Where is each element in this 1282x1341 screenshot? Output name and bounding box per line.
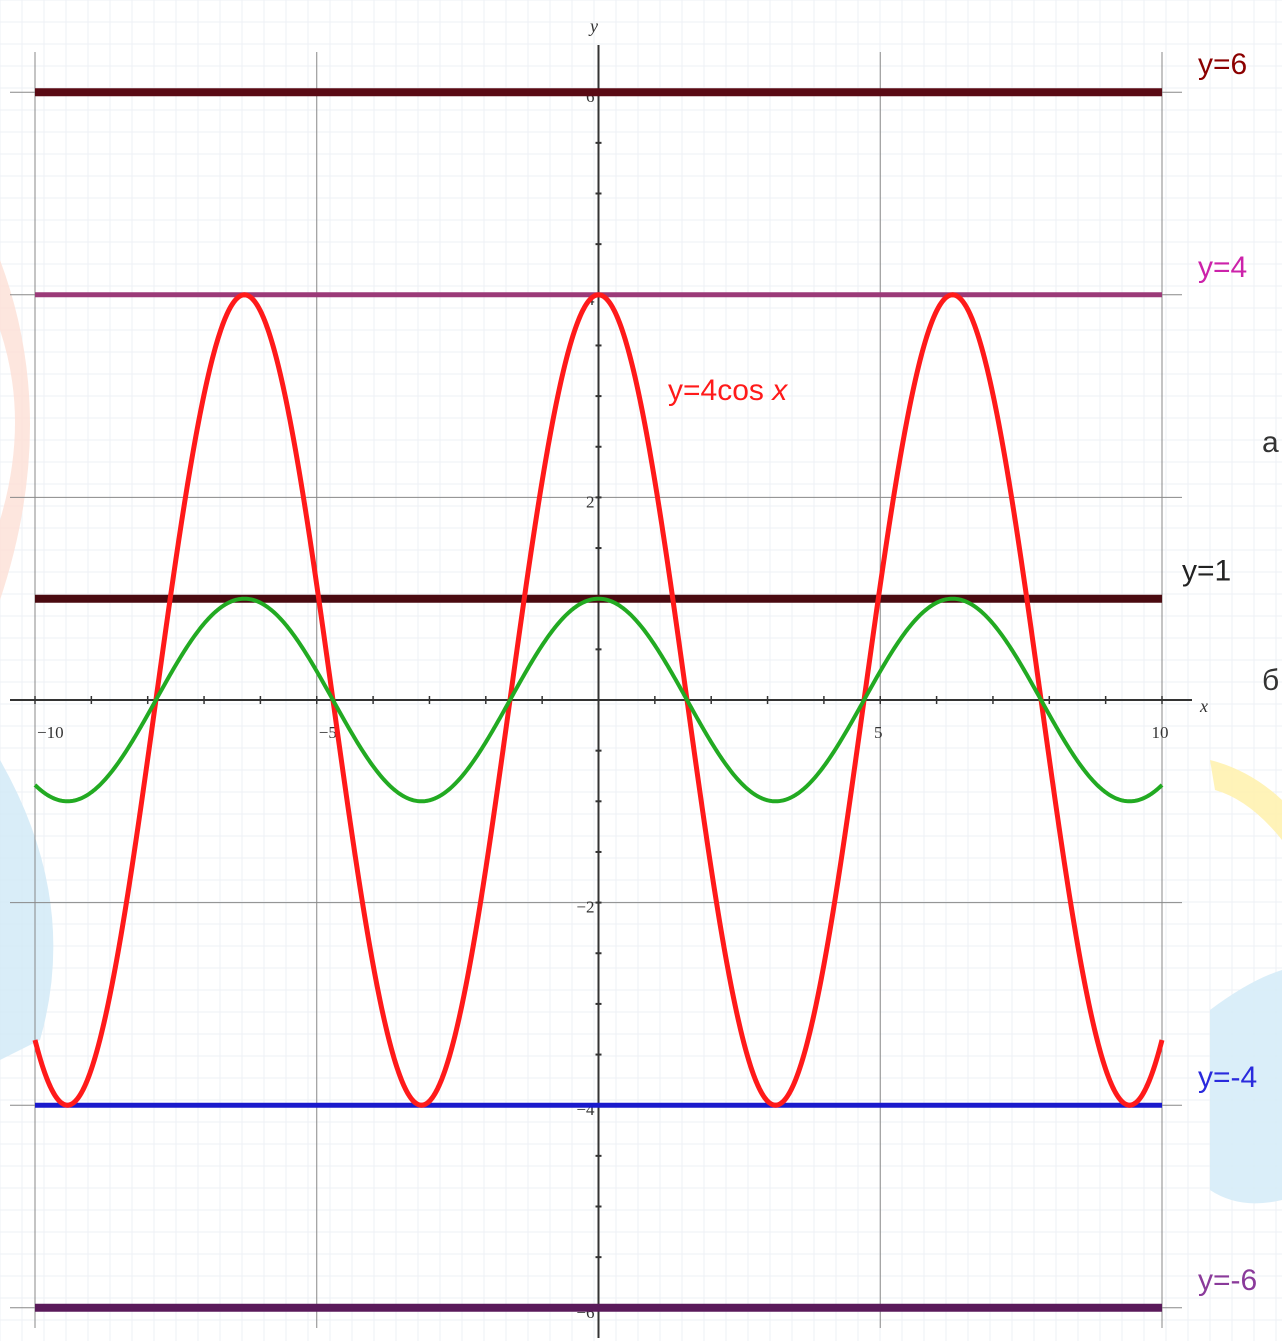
x-tick-label: −5 [319,723,337,742]
curves [32,292,1165,1108]
side-letter-b: б [1262,664,1279,697]
x-tick-label: 10 [1152,723,1169,742]
x-tick-label: 5 [874,723,883,742]
y-axis-label: y [588,16,598,36]
y-tick-label: 2 [586,492,595,511]
decorative-swoosh-yellow [1210,760,1282,840]
hline-label: y=-4 [1198,1061,1257,1094]
y-tick-label: −2 [576,898,594,917]
y-tick-label: 6 [586,87,595,106]
side-letter-a: а [1262,426,1279,459]
hline-label: y=6 [1198,48,1247,81]
curve-4cos [32,292,1165,1108]
x-tick-label: −10 [37,723,64,742]
line-labels: y=6 y=4 y=1 y=-4 y=-6 y=4cos x [668,48,1257,1297]
decorative-swoosh-blue-right [1210,970,1282,1204]
hline-label: y=4 [1198,251,1247,284]
axes: x y [10,16,1208,1338]
hline-label: y=-6 [1198,1264,1257,1297]
minor-ticks [34,91,1163,1309]
curve-label: y=4cos x [668,374,788,407]
decorative-swoosh-blue [0,760,54,1060]
x-axis-label: x [1199,696,1208,716]
curve-cos [33,596,1164,804]
hline-label: y=1 [1182,555,1231,588]
decorative-swoosh-orange [0,260,30,600]
